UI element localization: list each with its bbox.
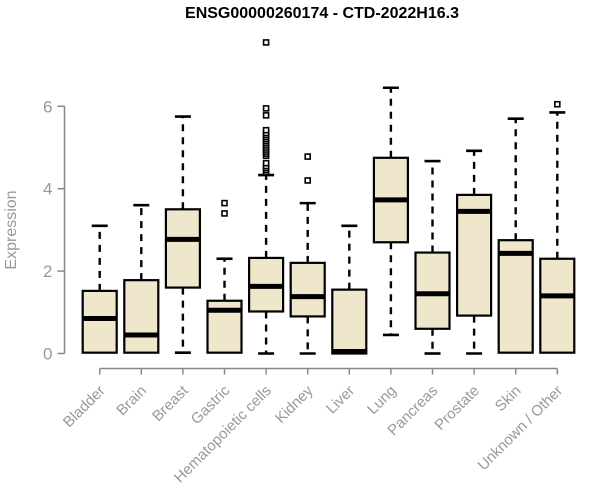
- outlier-marker: [262, 126, 270, 134]
- category-label: Prostate: [431, 382, 483, 434]
- y-tick-label: 0: [43, 345, 52, 364]
- box: [497, 239, 534, 354]
- box-group-10: [497, 117, 534, 354]
- outlier-marker: [221, 199, 228, 207]
- y-tick-label: 2: [43, 262, 52, 281]
- y-axis-title: Expression: [3, 190, 20, 269]
- box-group-8: [414, 159, 451, 355]
- y-tick-label: 6: [43, 97, 52, 116]
- category-label: Skin: [492, 382, 525, 415]
- box: [81, 289, 118, 354]
- outlier-marker: [304, 177, 312, 184]
- box-group-11: [539, 100, 576, 354]
- category-label: Kidney: [272, 382, 317, 427]
- y-tick-label: 4: [43, 180, 52, 199]
- box: [289, 261, 326, 318]
- outlier-marker: [304, 153, 312, 160]
- box-group-6: [331, 224, 368, 355]
- outlier-marker: [262, 112, 270, 119]
- box-group-9: [456, 149, 493, 355]
- outlier-marker: [262, 105, 270, 112]
- box-group-3: [206, 199, 243, 354]
- box: [456, 193, 493, 317]
- y-axis: 0 2 4 6 Expression: [3, 97, 66, 364]
- box-group-7: [372, 86, 409, 337]
- box-group-0: [81, 224, 118, 354]
- chart-title: ENSG00000260174 - CTD-2022H16.3: [185, 5, 459, 22]
- box-group-2: [164, 115, 201, 354]
- box: [123, 279, 160, 354]
- box: [331, 288, 368, 355]
- outlier-marker: [262, 39, 270, 46]
- box-group-5: [289, 153, 326, 355]
- category-label: Bladder: [60, 382, 109, 431]
- outlier-marker: [553, 100, 561, 108]
- box-group-4: [248, 39, 285, 355]
- box: [164, 208, 201, 289]
- category-label: Lung: [364, 382, 400, 418]
- outlier-marker: [262, 159, 270, 167]
- box: [414, 251, 451, 330]
- category-label: Liver: [323, 382, 358, 417]
- category-label: Brain: [113, 382, 150, 419]
- category-label: Breast: [149, 382, 192, 425]
- box-group-1: [123, 203, 160, 354]
- outlier-marker: [221, 210, 228, 217]
- box: [539, 257, 576, 354]
